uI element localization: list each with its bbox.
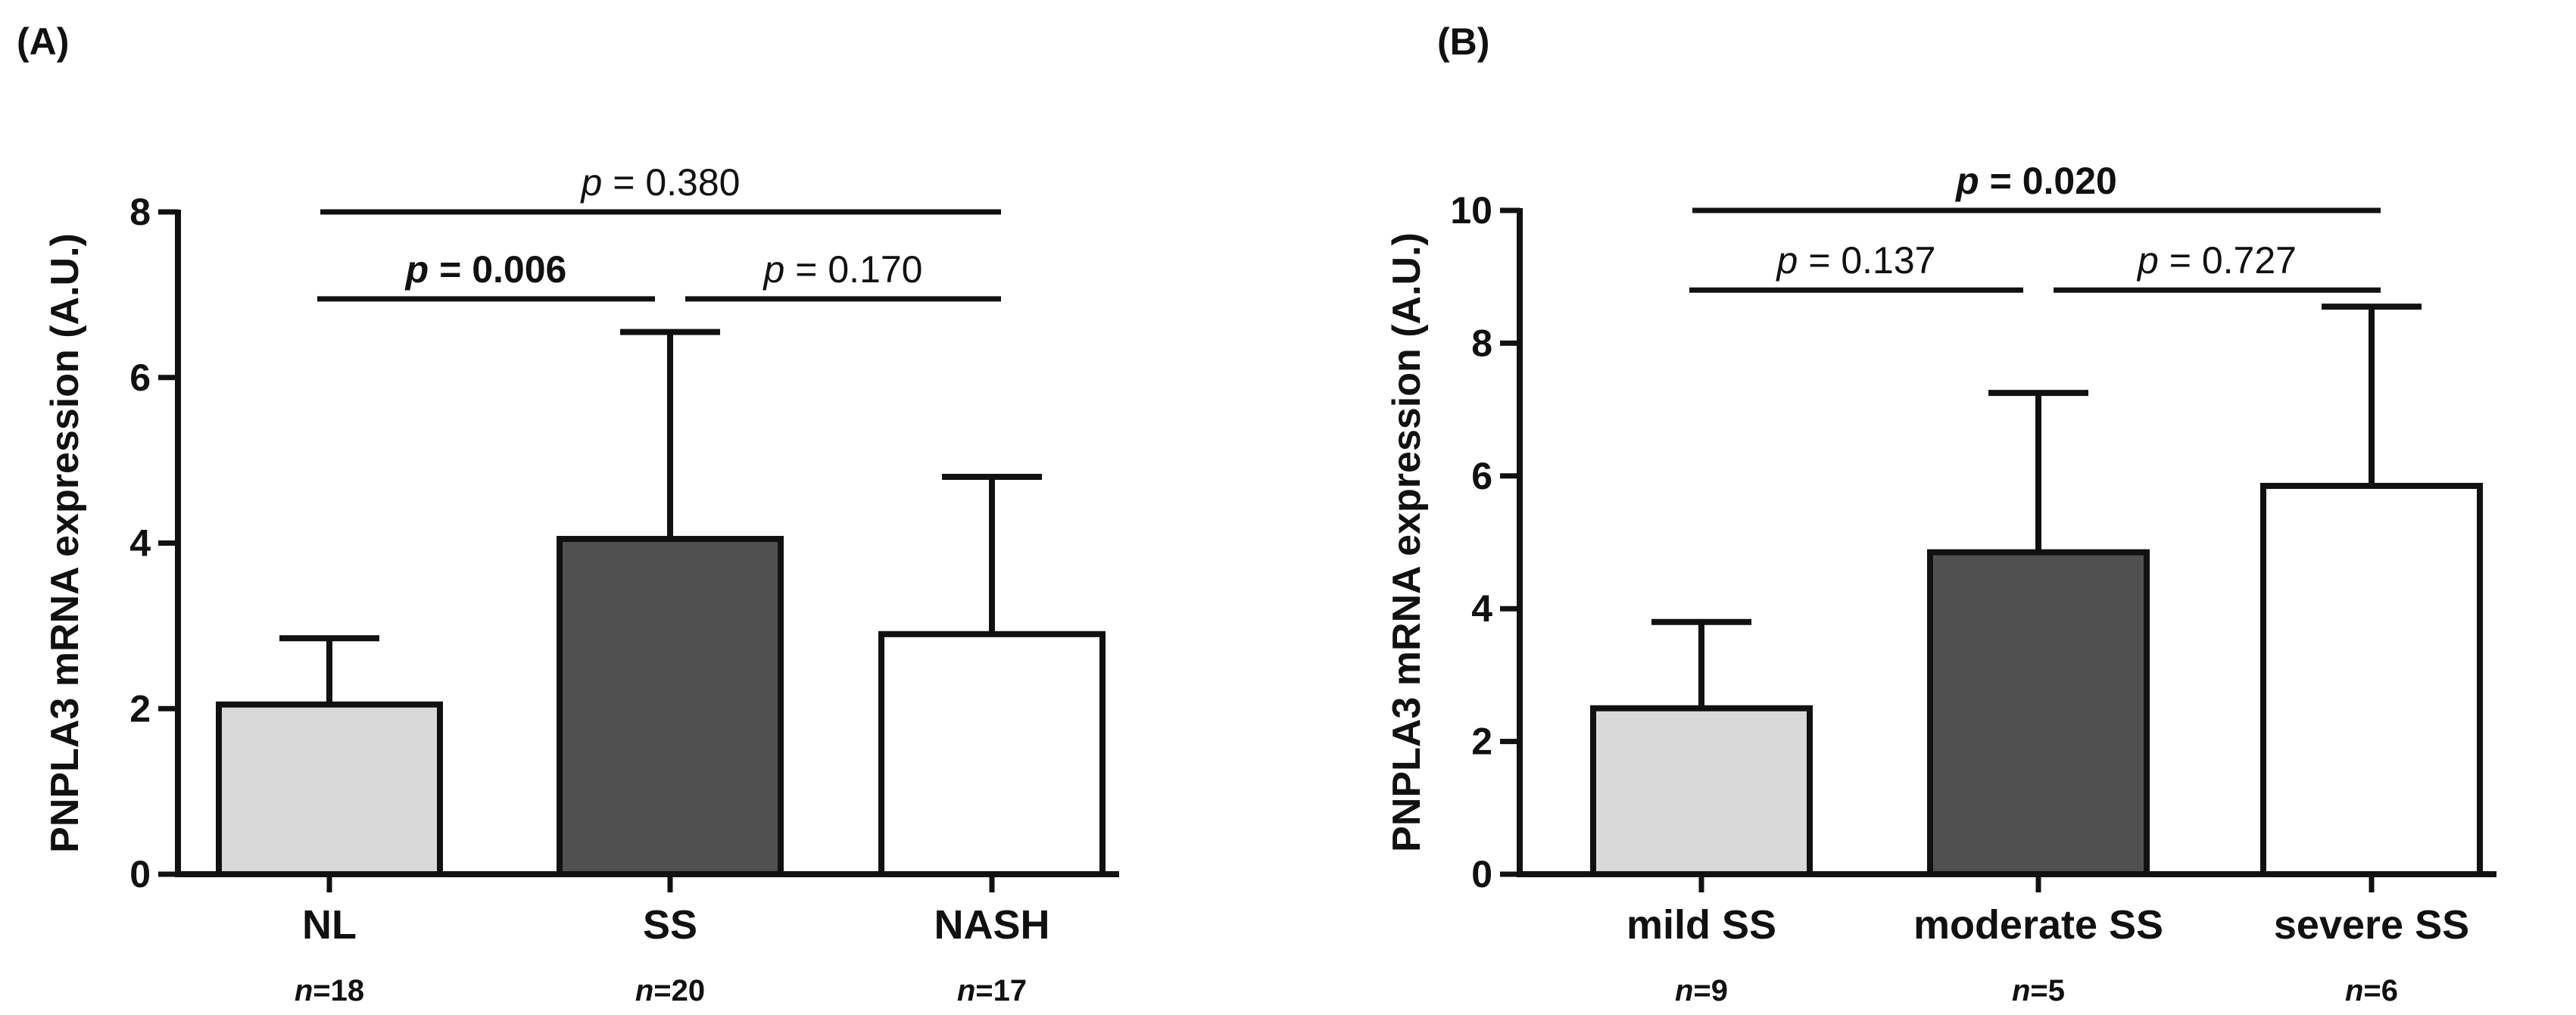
y-tick-label: 10 <box>1450 189 1492 232</box>
y-tick-label: 8 <box>129 191 151 233</box>
y-tick-label: 6 <box>1471 455 1492 497</box>
bar-nash <box>878 630 1106 877</box>
x-tick-label: SS <box>643 902 697 948</box>
x-tick-label: severe SS <box>2274 902 2469 948</box>
n-label: n=18 <box>295 974 364 1007</box>
panel-label: (A) <box>17 20 69 63</box>
x-tick-label: NL <box>302 902 357 948</box>
p-value-label: p = 0.170 <box>763 248 923 291</box>
p-value-label: p = 0.137 <box>1776 239 1936 282</box>
y-axis-label: PNPLA3 mRNA expression (A.U.) <box>1385 232 1429 852</box>
y-tick-label: 2 <box>1471 721 1492 763</box>
x-tick-label: moderate SS <box>1913 902 2163 948</box>
bar-severe-ss <box>2260 482 2483 877</box>
y-tick-label: 4 <box>1471 587 1492 630</box>
n-label: n=20 <box>635 974 705 1007</box>
y-tick-label: 2 <box>129 687 151 730</box>
n-label: n=17 <box>957 974 1027 1007</box>
bar-mild-ss <box>1590 705 1813 877</box>
bar-nl <box>216 701 443 877</box>
n-label: n=9 <box>1675 974 1728 1007</box>
x-tick-label: mild SS <box>1626 902 1776 948</box>
panel-label: (B) <box>1437 20 1489 63</box>
y-tick-label: 0 <box>129 853 151 895</box>
x-tick-label: NASH <box>934 902 1049 948</box>
y-tick-label: 6 <box>129 356 151 399</box>
y-axis-label: PNPLA3 mRNA expression (A.U.) <box>43 233 87 853</box>
p-value-label: p = 0.006 <box>404 248 567 291</box>
y-tick-label: 0 <box>1471 853 1492 895</box>
p-value-label: p = 0.380 <box>580 161 741 204</box>
y-tick-label: 4 <box>129 522 151 565</box>
panel-b: (B) PNPLA3 mRNA expression (A.U.) 0 2 4 6 8 10 m… <box>1385 20 2496 1007</box>
y-tick-label: 8 <box>1471 322 1492 364</box>
n-label: n=6 <box>2345 974 2398 1007</box>
p-value-label: p = 0.020 <box>1954 160 2117 202</box>
n-label: n=5 <box>2012 974 2065 1007</box>
bar-moderate-ss <box>1927 549 2150 878</box>
p-value-label: p = 0.727 <box>2136 239 2297 282</box>
bar-ss <box>557 536 784 877</box>
panel-a: (A) PNPLA3 mRNA expression (A.U.) 0 2 4 6 8 NL n… <box>17 20 1119 1007</box>
